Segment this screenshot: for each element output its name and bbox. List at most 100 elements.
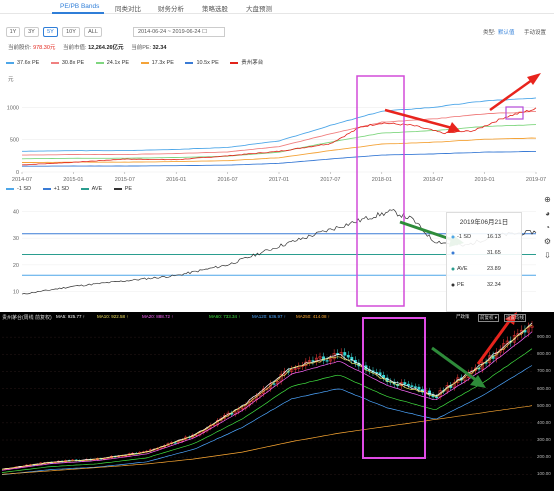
ma20-label: MA20: 888.72 ↑ bbox=[142, 314, 174, 319]
red-arrow bbox=[476, 319, 512, 365]
legend-item[interactable]: AVE bbox=[80, 186, 102, 192]
legend-item[interactable]: 37.6x PE bbox=[6, 60, 39, 66]
x-tick-label: 2018-01 bbox=[372, 177, 392, 183]
candle-body bbox=[237, 408, 241, 413]
kline-price-tick: 800.00 bbox=[537, 351, 551, 357]
candle-body bbox=[406, 383, 410, 386]
y-tick-label: 0 bbox=[16, 170, 19, 176]
y-tick-label: 40 bbox=[13, 209, 19, 215]
x-tick-label: 2017-01 bbox=[269, 177, 289, 183]
settings-icon[interactable]: ⚙ bbox=[543, 237, 552, 246]
candle-body bbox=[403, 382, 407, 385]
date-range-field[interactable]: 2014-06-24 ~ 2019-06-24 ☐ bbox=[133, 27, 225, 37]
price-value: 978.30元 bbox=[33, 45, 56, 51]
candle-body bbox=[325, 360, 329, 362]
ma-settings-button[interactable]: 设置均线 bbox=[504, 314, 526, 322]
x-tick-label: 2014-07 bbox=[12, 177, 32, 183]
green-arrow bbox=[431, 346, 477, 382]
kline-title: 贵州茅台(周线 前复权) bbox=[2, 315, 52, 321]
range-all-button[interactable]: ALL bbox=[84, 27, 102, 37]
range-3y-button[interactable]: 3Y bbox=[24, 27, 39, 37]
ma-line bbox=[1, 365, 533, 476]
adjust-select[interactable]: 前复权 ▾ bbox=[478, 314, 500, 322]
candle-body bbox=[194, 434, 198, 437]
kline-price-tick: 600.00 bbox=[537, 385, 551, 391]
legend-item[interactable]: PE bbox=[113, 186, 132, 192]
range-5y-button[interactable]: 5Y bbox=[43, 27, 58, 37]
legend-label: -1 SD bbox=[17, 186, 32, 192]
candle-body bbox=[318, 356, 322, 359]
legend-item[interactable]: 24.1x PE bbox=[95, 60, 130, 66]
tooltip-value: 16.13 bbox=[487, 234, 501, 240]
candle-body bbox=[527, 327, 530, 333]
legend-item[interactable]: 17.3x PE bbox=[140, 60, 174, 66]
tab-strategy-picker[interactable]: 策略选股 bbox=[202, 6, 228, 13]
tooltip-value: 31.65 bbox=[487, 250, 501, 256]
download-icon[interactable]: ⇩ bbox=[544, 251, 551, 260]
candle-body bbox=[410, 385, 414, 387]
candle-body bbox=[322, 356, 325, 361]
x-tick-label: 2016-01 bbox=[166, 177, 186, 183]
tab-pe-pb-bands[interactable]: PE/PB Bands bbox=[60, 3, 100, 10]
ma250-label: MA250: 414.08 ↑ bbox=[296, 314, 331, 319]
legend-label: +1 SD bbox=[53, 186, 70, 192]
default-value-option[interactable]: 默认值 bbox=[498, 30, 515, 36]
range-10y-button[interactable]: 10Y bbox=[62, 27, 80, 37]
tab-market-forecast[interactable]: 大盘预测 bbox=[246, 6, 272, 13]
legend-item[interactable]: 30.8x PE bbox=[50, 60, 84, 66]
comment-icon[interactable]: ◕ bbox=[545, 209, 550, 218]
kline-price-tick: 900.00 bbox=[537, 334, 551, 340]
mcap-value: 12,264.26亿元 bbox=[88, 45, 124, 51]
x-tick-label: 2015-07 bbox=[115, 177, 135, 183]
candle-body bbox=[452, 382, 456, 388]
mcap-label: 当前市值: bbox=[63, 45, 87, 51]
tab-financial-analysis[interactable]: 财务分析 bbox=[158, 6, 184, 13]
tooltip-label: PE bbox=[457, 282, 465, 288]
legend-label: 37.6x PE bbox=[17, 60, 40, 66]
band-chart-lines bbox=[21, 97, 537, 167]
series-line bbox=[21, 107, 537, 166]
candle-body bbox=[463, 377, 467, 381]
candle-body bbox=[240, 407, 244, 410]
range-1y-button[interactable]: 1Y bbox=[6, 27, 20, 37]
x-tick-label: 2017-07 bbox=[320, 177, 340, 183]
x-tick-label: 2018-07 bbox=[423, 177, 443, 183]
y-tick-label: 500 bbox=[10, 138, 19, 144]
x-tick-label: 2016-07 bbox=[218, 177, 238, 183]
legend-item[interactable]: +1 SD bbox=[42, 186, 70, 192]
manual-setting-option[interactable]: 手动设置 bbox=[524, 30, 547, 36]
red-arrow bbox=[489, 78, 533, 112]
legend-item[interactable]: 10.5x PE bbox=[185, 60, 219, 66]
band-legend: 37.6x PE 30.8x PE 24.1x PE 17.3x PE 10.5… bbox=[6, 58, 273, 66]
candle-body bbox=[428, 390, 431, 396]
tooltip-value: 32.34 bbox=[487, 282, 501, 288]
candle-body bbox=[293, 368, 297, 370]
candle-body bbox=[417, 386, 421, 390]
kline-price-tick: 500.00 bbox=[537, 402, 551, 408]
ma5-label: MA5: 925.77 ↑ bbox=[56, 314, 86, 319]
legend-label: 24.1x PE bbox=[106, 60, 130, 66]
tab-peer-comparison[interactable]: 同类对比 bbox=[115, 6, 141, 13]
candle-body bbox=[346, 355, 350, 358]
candle-body bbox=[311, 360, 315, 362]
candle-body bbox=[502, 343, 506, 350]
pe-tooltip: 2019年06月21日 -1 SD 16.13 31.65 AVE 23.89 … bbox=[446, 212, 522, 312]
legend-item[interactable]: 贵州茅台 bbox=[230, 60, 263, 66]
share-icon[interactable]: ◔ bbox=[545, 223, 550, 232]
green-arrow-head bbox=[470, 375, 486, 388]
zoom-in-icon[interactable]: ⊕ bbox=[544, 195, 551, 204]
side-toolbar: ⊕ ◕ ◔ ⚙ ⇩ bbox=[541, 190, 554, 266]
tooltip-label: AVE bbox=[457, 266, 468, 272]
policy-button[interactable]: 尸政策 bbox=[456, 314, 470, 319]
kline-price-tick: 700.00 bbox=[537, 368, 551, 374]
candle-body bbox=[512, 335, 516, 343]
active-tab-indicator bbox=[52, 12, 104, 14]
type-label: 类型: bbox=[483, 30, 496, 36]
ma10-label: MA10: 922.58 ↑ bbox=[97, 314, 129, 319]
legend-item[interactable]: -1 SD bbox=[6, 186, 31, 192]
kline-price-tick: 200.00 bbox=[537, 454, 551, 460]
kline-price-tick: 100.00 bbox=[537, 471, 551, 477]
candle-body bbox=[307, 360, 311, 363]
series-line bbox=[21, 124, 537, 160]
